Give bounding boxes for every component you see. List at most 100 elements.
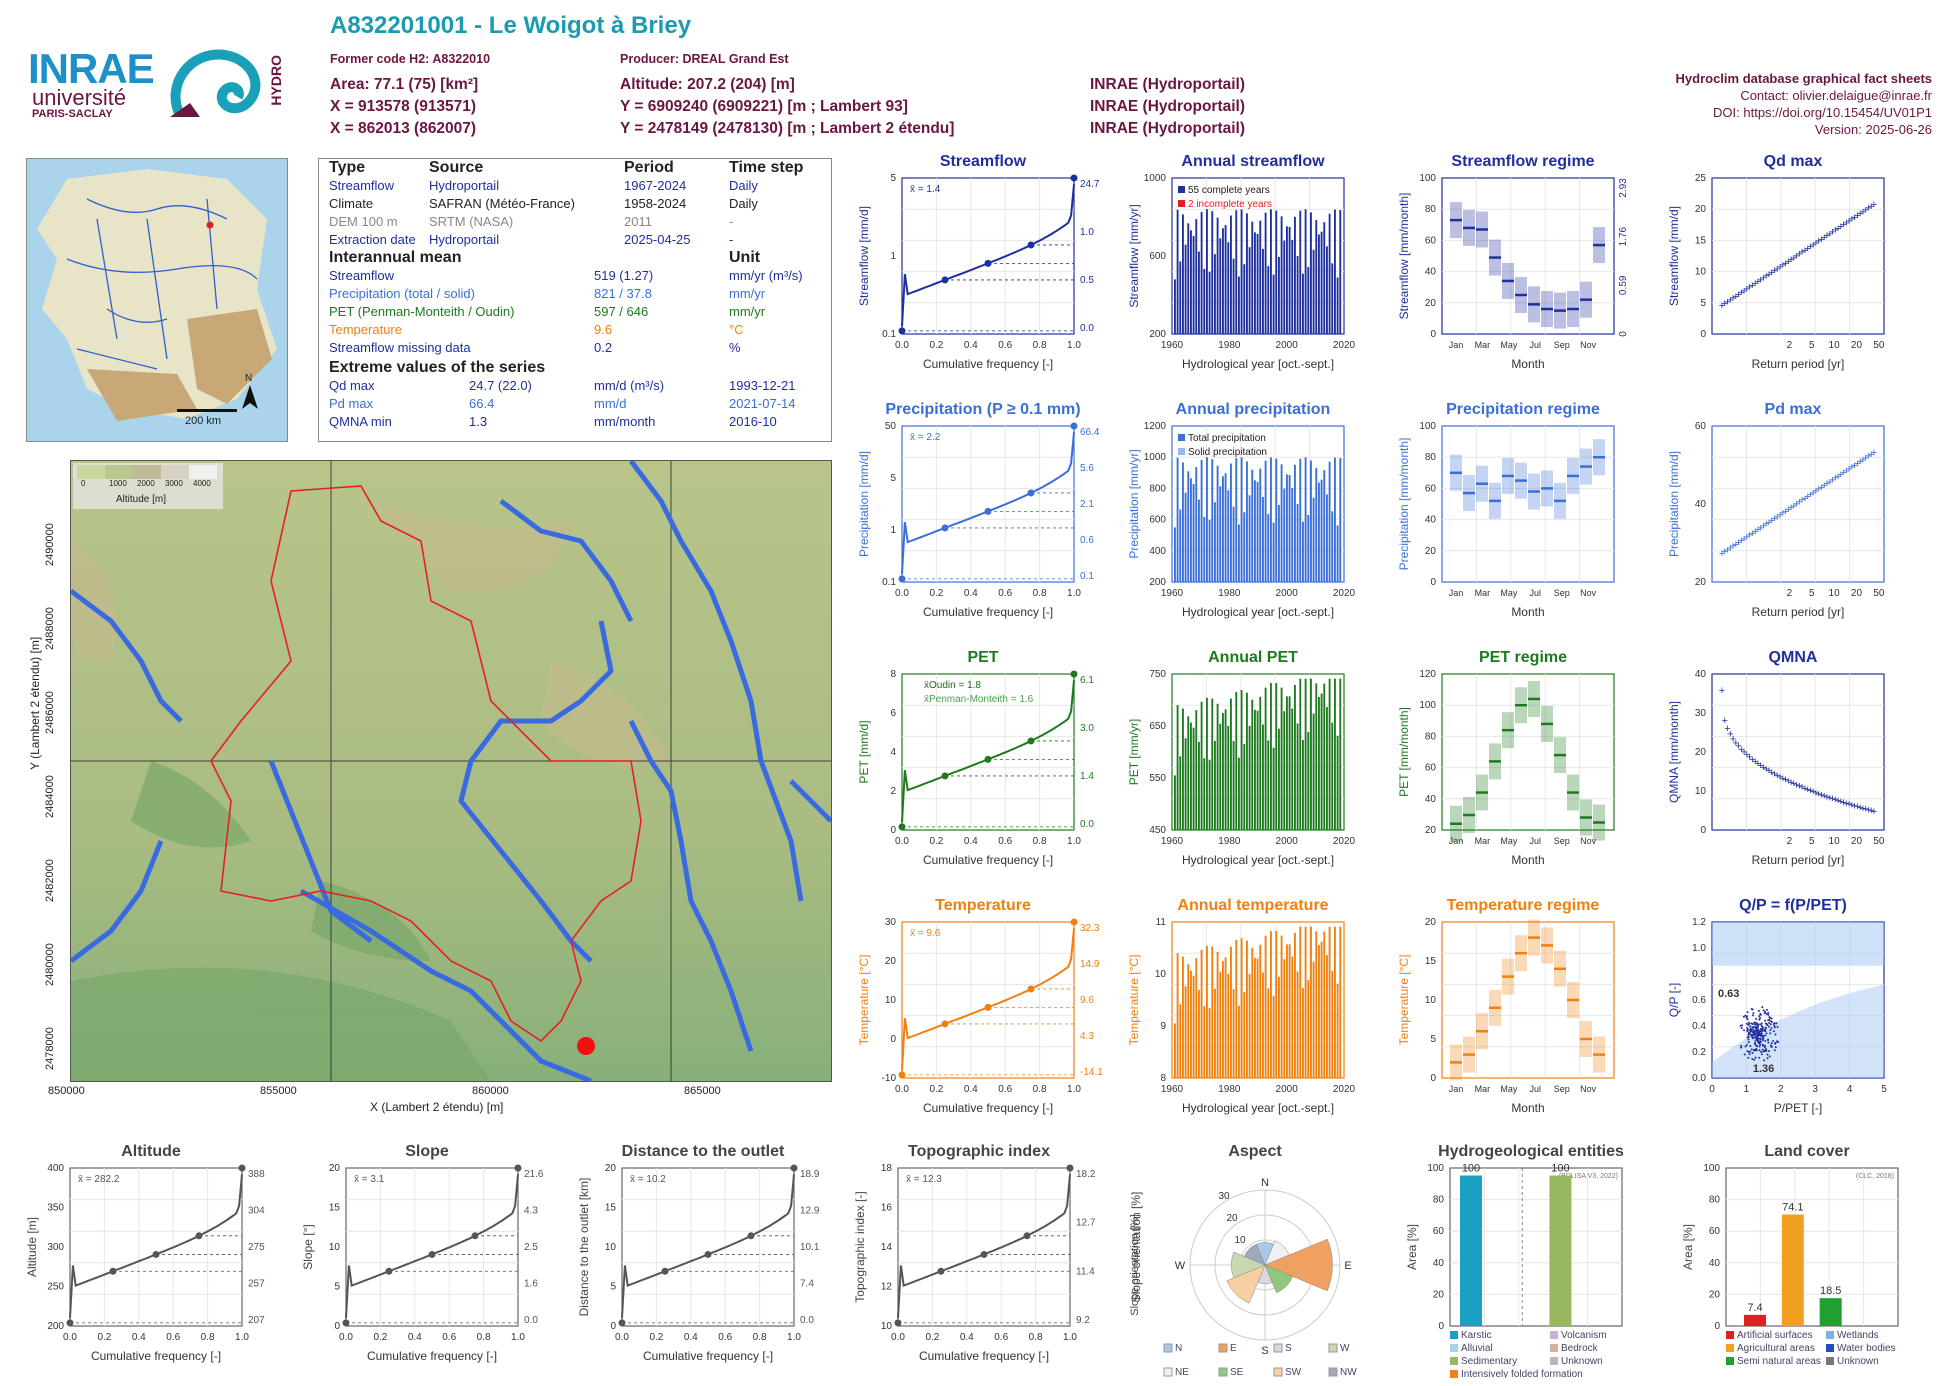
month-tick: Jul (1530, 836, 1542, 846)
annual-bar (1321, 694, 1323, 830)
x-tick: 1960 (1161, 1084, 1184, 1095)
annual-bar (1238, 1006, 1240, 1078)
y-tick: 0.8 (1692, 969, 1706, 980)
x-lambert2: X = 862013 (862007) (330, 118, 476, 140)
annual-bar (1339, 458, 1341, 582)
map-y-tick: 2478000 (44, 1027, 56, 1070)
daily-point (1743, 1029, 1745, 1031)
chart-title: Distance to the outlet (622, 1143, 785, 1160)
x-tick: 0.0 (895, 340, 909, 351)
annual-bar (1291, 709, 1293, 830)
y-tick: 14 (881, 1242, 893, 1253)
legend-label: SE (1230, 1367, 1244, 1378)
x-tick: 0.4 (684, 1332, 698, 1343)
daily-point (1753, 1049, 1755, 1051)
annual-bar (1294, 465, 1296, 582)
annual-bar (1321, 942, 1323, 1078)
month-tick: Mar (1475, 1084, 1491, 1094)
legend-label: Semi natural areas (1737, 1356, 1821, 1367)
daily-point (1748, 1041, 1750, 1043)
annual-bar (1297, 972, 1299, 1078)
annual-bar (1177, 458, 1179, 582)
annual-bar (1286, 474, 1288, 582)
mean-unit: % (729, 339, 741, 357)
legend-swatch (1274, 1368, 1282, 1376)
annual-bar (1235, 940, 1237, 1078)
daily-point (1763, 1059, 1765, 1061)
annual-bar (1211, 211, 1213, 334)
annual-bar (1315, 931, 1317, 1078)
daily-point (1759, 1041, 1761, 1043)
annual-bar (1294, 933, 1296, 1078)
x-tick: 0.8 (1033, 836, 1047, 847)
x-axis-label: P/PET [-] (1774, 1101, 1822, 1115)
plot-frame (622, 1168, 794, 1326)
annual-bar (1190, 478, 1192, 582)
x-tick: 0.0 (895, 588, 909, 599)
x-tick: 0.6 (442, 1332, 456, 1343)
y-tick: 400 (47, 1163, 64, 1174)
x-tick: 1980 (1218, 588, 1241, 599)
x-tick: 5 (1881, 1084, 1887, 1095)
y-tick: 650 (1149, 721, 1166, 732)
daily-point (1764, 1029, 1766, 1031)
x-axis-label: Month (1511, 605, 1544, 619)
y-tick: 1 (890, 251, 896, 262)
daily-point (1774, 1049, 1776, 1051)
month-tick: Jul (1530, 1084, 1542, 1094)
annual-bar (1225, 225, 1227, 334)
version: Version: 2025-06-26 (1676, 121, 1932, 138)
x-tick: 0.6 (166, 1332, 180, 1343)
x-tick: 0.6 (718, 1332, 732, 1343)
daily-point (1771, 1017, 1773, 1019)
annual-bar (1195, 710, 1197, 830)
annual-bar (1278, 505, 1280, 582)
legend-label: 55 complete years (1188, 185, 1270, 196)
x-tick: 0.6 (998, 340, 1012, 351)
annual-bar (1185, 493, 1187, 582)
legend-label: W (1340, 1343, 1350, 1354)
x-tick: 0.2 (929, 588, 943, 599)
month-tick: Jan (1449, 1084, 1464, 1094)
chart-title: Pd max (1765, 401, 1822, 418)
x-tick: 0.0 (63, 1332, 77, 1343)
y-tick: 80 (1425, 731, 1437, 742)
y-tick: 100 (1419, 700, 1436, 711)
y-tick: 80 (1709, 1195, 1721, 1206)
contact[interactable]: Contact: olivier.delaigue@inrae.fr (1676, 87, 1932, 104)
daily-point (1765, 1050, 1767, 1052)
x-tick: 0.8 (1033, 588, 1047, 599)
daily-point (1774, 1043, 1776, 1045)
daily-point (1762, 1051, 1764, 1053)
annual-bar (1193, 236, 1195, 334)
annual-bar (1302, 274, 1304, 334)
altitude-legend-tick: 3000 (165, 479, 183, 488)
altitude-legend-tick: 0 (81, 479, 85, 488)
x-axis-label: Hydrological year [oct.-sept.] (1182, 853, 1334, 867)
legend-swatch (1329, 1344, 1337, 1352)
annual-bar (1246, 461, 1248, 582)
header-timestep: Time step (729, 159, 803, 177)
annual-bar (1177, 210, 1179, 334)
annual-bar (1251, 222, 1253, 334)
plot-frame (346, 1168, 518, 1326)
ring-tick: 30 (1218, 1191, 1230, 1202)
annual-bar (1331, 511, 1333, 582)
daily-point (1772, 1040, 1774, 1042)
daily-point (1757, 1026, 1759, 1028)
right-tick: 388 (248, 1169, 265, 1180)
y-tick: 0.6 (1692, 995, 1706, 1006)
right-tick: 0.6 (1080, 535, 1094, 546)
legend-swatch (1726, 1344, 1734, 1352)
annual-bar (1246, 213, 1248, 334)
legend-label: Water bodies (1837, 1343, 1896, 1354)
annual-bar (1307, 980, 1309, 1078)
chart-title: Q/P = f(P/PET) (1739, 897, 1847, 914)
y-axis-label: Area [%] (1405, 1224, 1419, 1270)
mean-value: 821 / 37.8 (594, 285, 652, 303)
legend-label: Artificial surfaces (1737, 1330, 1813, 1341)
month-tick: Nov (1580, 340, 1597, 350)
right-tick: 0 (1618, 331, 1629, 337)
x-tick: 2000 (1276, 836, 1299, 847)
doi[interactable]: DOI: https://doi.org/10.15454/UV01P1 (1676, 104, 1932, 121)
